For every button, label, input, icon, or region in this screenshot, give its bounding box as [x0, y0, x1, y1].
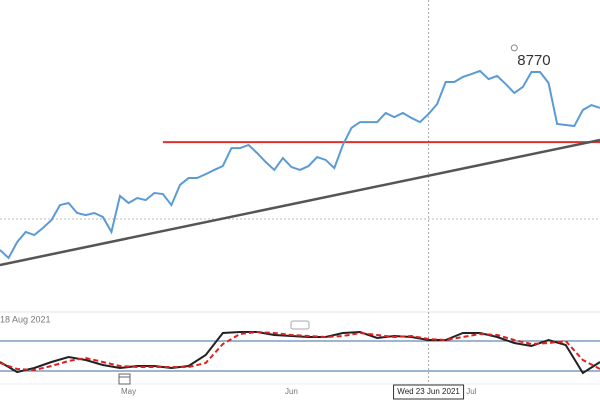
crosshair-label-box [393, 384, 465, 400]
data-line [0, 69, 600, 260]
peak-marker [510, 44, 518, 52]
peak-label: 8770 [517, 52, 550, 69]
calendar-icon[interactable] [118, 373, 131, 385]
crosshair-label: Wed 23 Jun 2021 [397, 387, 460, 396]
x-tick-label: Jun [285, 387, 298, 396]
data-line [0, 330, 600, 375]
x-tick-label: Jul [466, 387, 476, 396]
drag-handle[interactable] [290, 320, 310, 330]
trend-line [0, 138, 600, 267]
x-tick-label: May [121, 387, 136, 396]
date-label: 18 Aug 2021 [0, 314, 51, 324]
data-line [0, 330, 600, 372]
